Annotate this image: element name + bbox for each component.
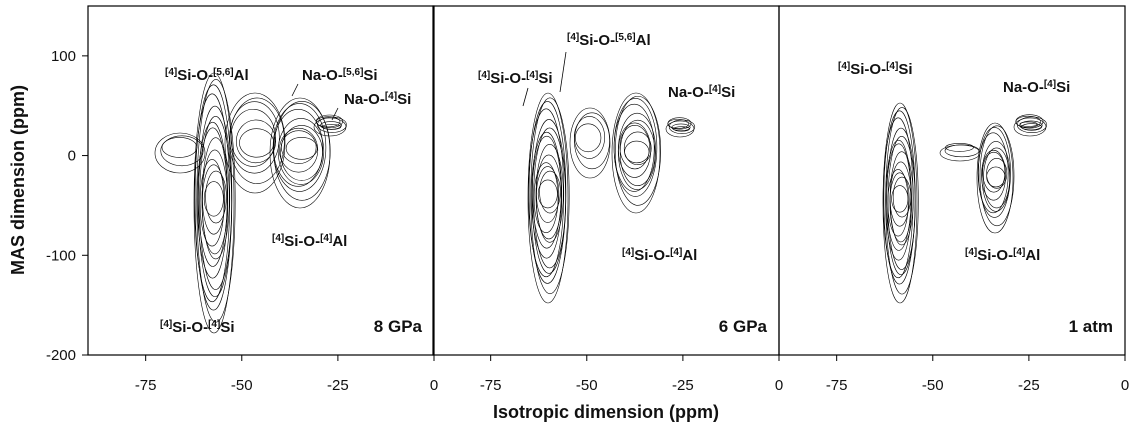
x-axis-title: Isotropic dimension (ppm) xyxy=(493,402,719,422)
x-tick-label: -25 xyxy=(672,377,694,394)
contour-line xyxy=(225,93,285,193)
x-tick-label: -75 xyxy=(135,377,157,394)
contour-line xyxy=(281,131,316,164)
pointer xyxy=(292,84,298,96)
y-axis-title: MAS dimension (ppm) xyxy=(8,85,28,275)
x-tick-label: -50 xyxy=(922,377,944,394)
contour-line xyxy=(612,93,660,213)
x-tick-label: -50 xyxy=(576,377,598,394)
x-tick-label: -75 xyxy=(480,377,502,394)
annotation: [4]Si-O-[4]Si xyxy=(160,319,235,337)
panel-frame xyxy=(779,6,1125,355)
contour-line xyxy=(204,182,223,217)
contour-line xyxy=(538,180,557,208)
y-tick-label: 100 xyxy=(51,48,76,65)
contour-line xyxy=(625,141,649,163)
annotation: [4]Si-O-[4]Si xyxy=(478,70,553,88)
annotation: [4]Si-O-[4]Al xyxy=(965,247,1040,265)
contour-line xyxy=(239,129,273,158)
y-tick-label: -200 xyxy=(46,347,76,364)
contour-line xyxy=(532,119,566,273)
panel-label: 6 GPa xyxy=(719,317,768,336)
x-tick-label: 0 xyxy=(430,377,438,394)
annotation: [4]Si-O-[4]Al xyxy=(622,247,697,265)
contour-line xyxy=(981,150,1005,200)
contour-line xyxy=(618,113,656,189)
annotation: [4]Si-O-[5,6]Al xyxy=(567,32,651,50)
contour-line xyxy=(892,186,908,213)
contour-line xyxy=(983,152,1005,192)
annotation: [4]Si-O-[4]Si xyxy=(838,61,913,79)
contour-line xyxy=(980,126,1014,226)
contour-line xyxy=(279,128,317,172)
x-tick-label: 0 xyxy=(1121,377,1129,394)
annotation: Na-O-[4]Si xyxy=(344,91,411,109)
contour-line xyxy=(230,102,280,173)
contour-line xyxy=(987,167,1005,187)
contour-line xyxy=(155,133,205,173)
contour-line xyxy=(1020,122,1038,127)
annotation: Na-O-[4]Si xyxy=(1003,79,1070,97)
y-tick-label: 0 xyxy=(68,148,76,165)
contour-line xyxy=(574,116,604,158)
contour-line xyxy=(198,106,232,297)
pointer xyxy=(523,88,528,106)
contours xyxy=(528,93,695,303)
contours xyxy=(883,103,1047,303)
panel-frame xyxy=(433,6,779,355)
panel-frame xyxy=(88,6,434,355)
annotation: Na-O-[4]Si xyxy=(668,84,735,102)
contour-line xyxy=(977,123,1013,233)
contour-line xyxy=(236,120,275,163)
x-tick-label: -50 xyxy=(231,377,253,394)
annotation: [4]Si-O-[5,6]Al xyxy=(165,67,249,85)
contours xyxy=(155,73,347,333)
annotation: [4]Si-O-[4]Al xyxy=(272,233,347,251)
contour-line xyxy=(890,152,913,245)
x-tick-label: 0 xyxy=(775,377,783,394)
x-tick-label: -75 xyxy=(826,377,848,394)
chart: MAS dimension (ppm) Isotropic dimension … xyxy=(0,0,1141,432)
contour-line xyxy=(987,158,1007,188)
pointer xyxy=(560,52,566,92)
panel-label: 1 atm xyxy=(1069,317,1113,336)
annotation: Na-O-[5,6]Si xyxy=(302,67,378,85)
contour-line xyxy=(945,145,979,157)
contour-line xyxy=(162,137,197,157)
contour-line xyxy=(575,124,601,152)
y-tick-label: -100 xyxy=(46,247,76,264)
panel-label: 8 GPa xyxy=(374,317,423,336)
contour-line xyxy=(286,137,317,159)
x-tick-label: -25 xyxy=(327,377,349,394)
x-tick-label: -25 xyxy=(1018,377,1040,394)
